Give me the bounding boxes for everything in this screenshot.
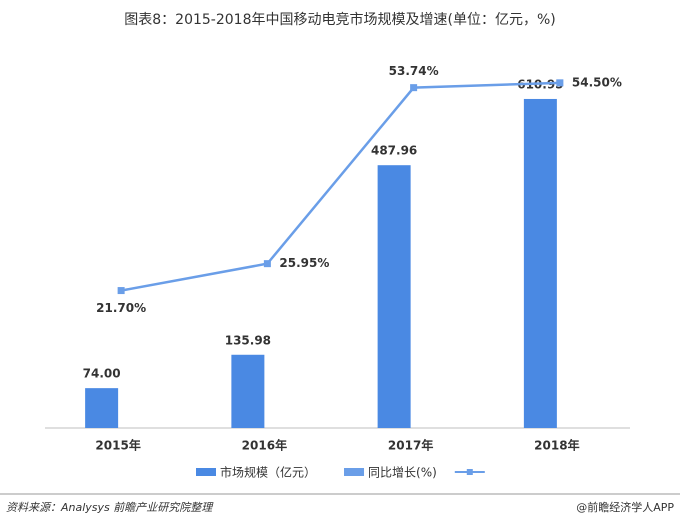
x-tick-label: 2016年 (242, 438, 287, 453)
chart-title: 图表8：2015-2018年中国移动电竞市场规模及增速(单位：亿元，%) (124, 11, 555, 28)
line-marker (556, 79, 564, 87)
line (120, 81, 560, 292)
legend-swatch (344, 468, 365, 476)
bar-label: 74.00 (83, 367, 121, 381)
line-label: 21.70% (96, 301, 146, 315)
bar-label: 487.96 (371, 144, 417, 158)
line-label: 54.50% (572, 75, 622, 89)
line-marker (410, 84, 418, 92)
legend-swatch (196, 468, 216, 476)
x-tick-label: 2015年 (95, 438, 140, 453)
bar (85, 388, 119, 428)
legend-marker (466, 469, 473, 475)
legend-label: 市场规模（亿元） (220, 465, 316, 480)
credit: @前瞻经济学人APP (576, 500, 674, 514)
bar-label: 135.98 (225, 333, 271, 347)
legend-label: 同比增长(%) (368, 466, 437, 480)
source: 资料来源：Analysys 前瞻产业研究院整理 (6, 501, 214, 514)
line-label: 53.74% (389, 64, 439, 78)
line-marker (263, 260, 271, 268)
bar (377, 165, 411, 429)
line-marker (117, 287, 125, 295)
bar (231, 354, 265, 428)
line-label: 25.95% (279, 256, 329, 270)
x-tick-label: 2017年 (388, 438, 433, 453)
bar (523, 98, 557, 429)
x-tick-label: 2018年 (534, 438, 579, 453)
